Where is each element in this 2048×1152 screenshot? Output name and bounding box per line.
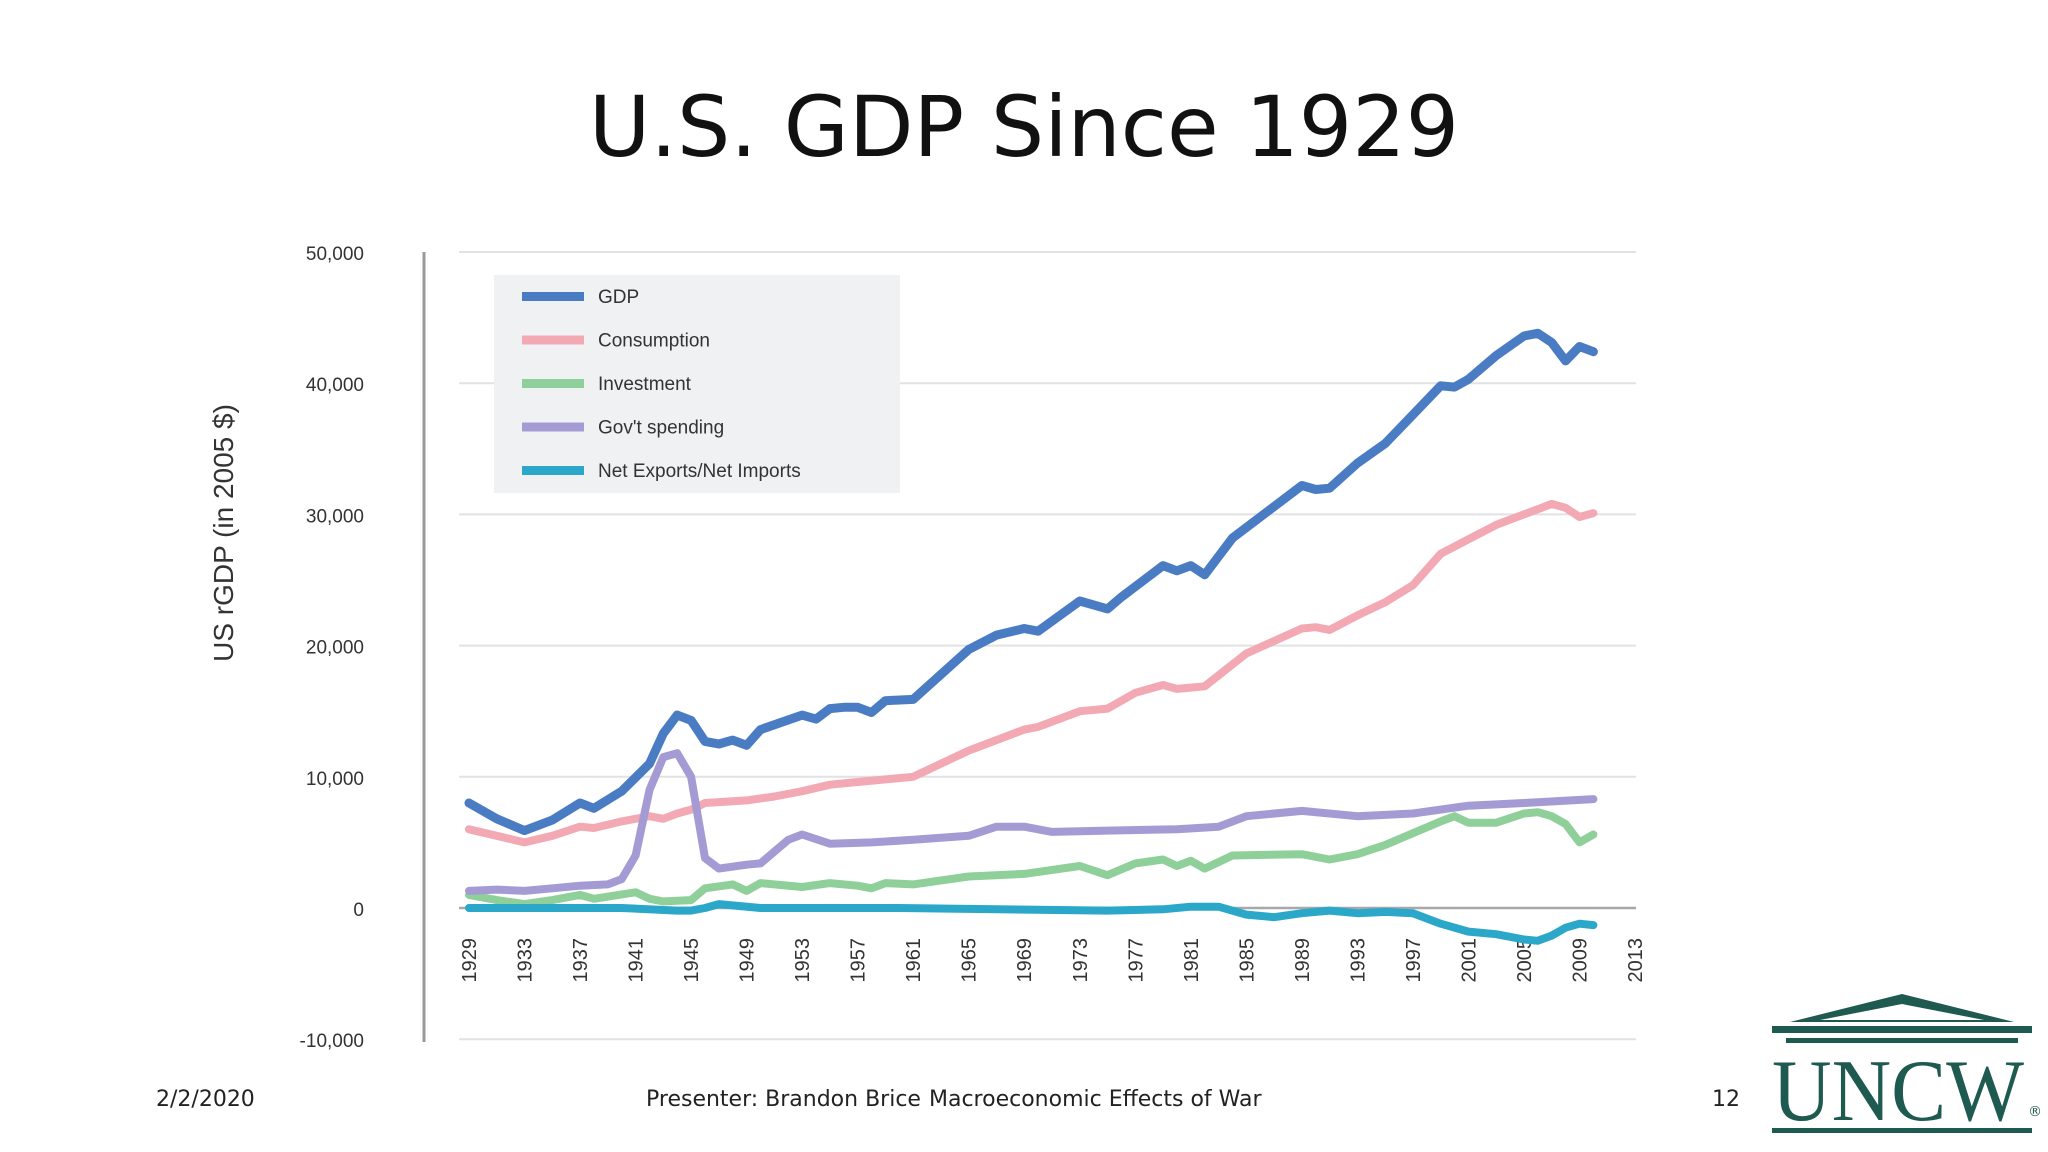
x-tick-label: 1941 xyxy=(626,938,648,983)
y-tick-label: 10,000 xyxy=(306,769,364,790)
footer-date: 2/2/2020 xyxy=(156,1087,255,1112)
x-tick-label: 2005 xyxy=(1514,938,1536,983)
x-tick-label: 1961 xyxy=(903,938,925,983)
x-tick-label: 1933 xyxy=(515,938,537,983)
legend-label: GDP xyxy=(598,287,639,308)
x-tick-label: 1949 xyxy=(737,938,759,983)
legend-label: Consumption xyxy=(598,331,710,352)
legend-swatch xyxy=(522,466,584,475)
y-tick-label: 30,000 xyxy=(306,506,364,527)
y-tick-label: 40,000 xyxy=(306,375,364,396)
registered-mark: ® xyxy=(2028,1104,2042,1120)
x-tick-label: 1957 xyxy=(848,938,870,983)
legend-swatch xyxy=(522,379,584,388)
x-tick-labels: 1929 1933 1937 1941 1945 1949 1953 1957 1961 1965… xyxy=(459,938,1647,983)
y-tick-label: 50,000 xyxy=(306,244,364,265)
building-pediment-icon xyxy=(1772,994,2032,1043)
series-line xyxy=(465,808,1598,909)
legend-swatch xyxy=(522,335,584,345)
x-tick-label: 1989 xyxy=(1292,938,1314,983)
y-tick-label: 0 xyxy=(353,900,364,921)
x-tick-label: 1997 xyxy=(1403,938,1425,983)
y-tick-label: -10,000 xyxy=(300,1031,364,1052)
x-tick-label: 1985 xyxy=(1236,938,1258,983)
x-tick-label: 1981 xyxy=(1181,938,1203,983)
series-line xyxy=(465,499,1598,847)
x-tick-label: 1953 xyxy=(792,938,814,983)
x-tick-label: 1977 xyxy=(1125,938,1147,983)
series-line xyxy=(465,900,1598,945)
x-tick-label: 1945 xyxy=(681,938,703,983)
x-tick-label: 2001 xyxy=(1458,938,1480,983)
x-tick-label: 2013 xyxy=(1625,938,1647,983)
legend-label: Net Exports/Net Imports xyxy=(598,461,801,482)
x-tick-label: 1993 xyxy=(1347,938,1369,983)
x-tick-label: 1937 xyxy=(570,938,592,983)
slide-title: U.S. GDP Since 1929 xyxy=(588,78,1460,176)
y-axis-label: US rGDP (in 2005 $) xyxy=(208,404,239,662)
footer-presenter: Presenter: Brandon Brice xyxy=(646,1087,921,1112)
footer-topic: Macroeconomic Effects of War xyxy=(929,1087,1262,1112)
logo-underline xyxy=(1772,1128,2032,1133)
legend-label: Gov't spending xyxy=(598,418,724,439)
y-tick-label: 20,000 xyxy=(306,638,364,659)
x-tick-label: 1929 xyxy=(459,938,481,983)
x-tick-label: 2009 xyxy=(1569,938,1591,983)
uncw-logo: UNCW ® xyxy=(1772,994,2042,1140)
x-tick-label: 1965 xyxy=(959,938,981,983)
series-line xyxy=(464,328,1598,836)
legend-label: Investment xyxy=(598,374,692,395)
slide-number: 12 xyxy=(1712,1087,1740,1112)
legend: GDP Consumption Investment Gov't spending Ne… xyxy=(494,275,900,493)
logo-wordmark: UNCW xyxy=(1772,1043,2024,1140)
x-tick-label: 1973 xyxy=(1070,938,1092,983)
legend-swatch xyxy=(522,292,584,301)
series-line xyxy=(465,749,1598,895)
y-tick-labels: 50,000 40,000 30,000 20,000 10,000 0 -10,000 xyxy=(300,244,364,1052)
x-tick-label: 1969 xyxy=(1014,938,1036,983)
legend-swatch xyxy=(522,422,584,432)
series-lines xyxy=(464,328,1598,945)
